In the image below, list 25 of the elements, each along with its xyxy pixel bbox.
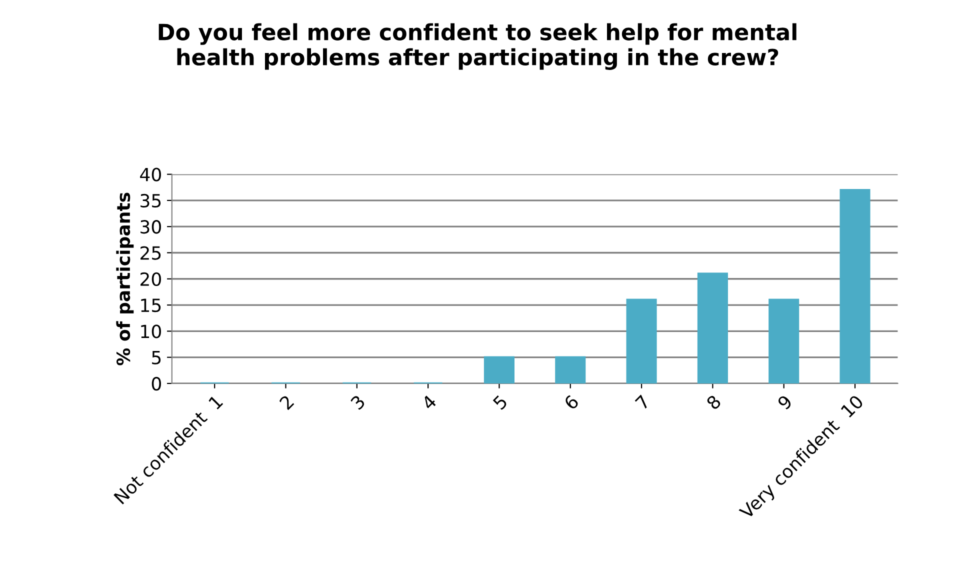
bar — [768, 298, 800, 384]
x-tick-label: 6 — [563, 394, 580, 410]
x-tick-label: 5 — [492, 394, 508, 410]
bar — [484, 356, 514, 384]
bar — [555, 356, 586, 384]
y-tick-label: 30 — [140, 220, 161, 234]
chart-title: Do you feel more confident to seek help for mental health problems after participating in the crew? — [158, 23, 796, 70]
y-tick-label: 5 — [152, 351, 161, 364]
y-tick-label: 10 — [141, 324, 161, 338]
y-tick-label: 0 — [152, 376, 161, 391]
bar — [840, 188, 870, 384]
x-tick-label: 8 — [706, 394, 722, 410]
x-tick-label: 4 — [420, 394, 438, 410]
bar — [626, 298, 657, 384]
y-tick-label: 20 — [140, 272, 161, 286]
x-tick-label: 3 — [350, 394, 366, 410]
bar — [697, 272, 728, 384]
x-tick-label: 7 — [634, 394, 650, 410]
x-tick-label: 9 — [776, 394, 793, 410]
y-tick-label: 15 — [141, 298, 161, 312]
x-tick-label: 2 — [278, 394, 294, 410]
y-axis-title: % of participants — [116, 192, 134, 366]
y-tick-label: 25 — [140, 246, 161, 260]
y-tick-label: 40 — [140, 168, 161, 182]
y-tick-label: 35 — [140, 194, 161, 208]
